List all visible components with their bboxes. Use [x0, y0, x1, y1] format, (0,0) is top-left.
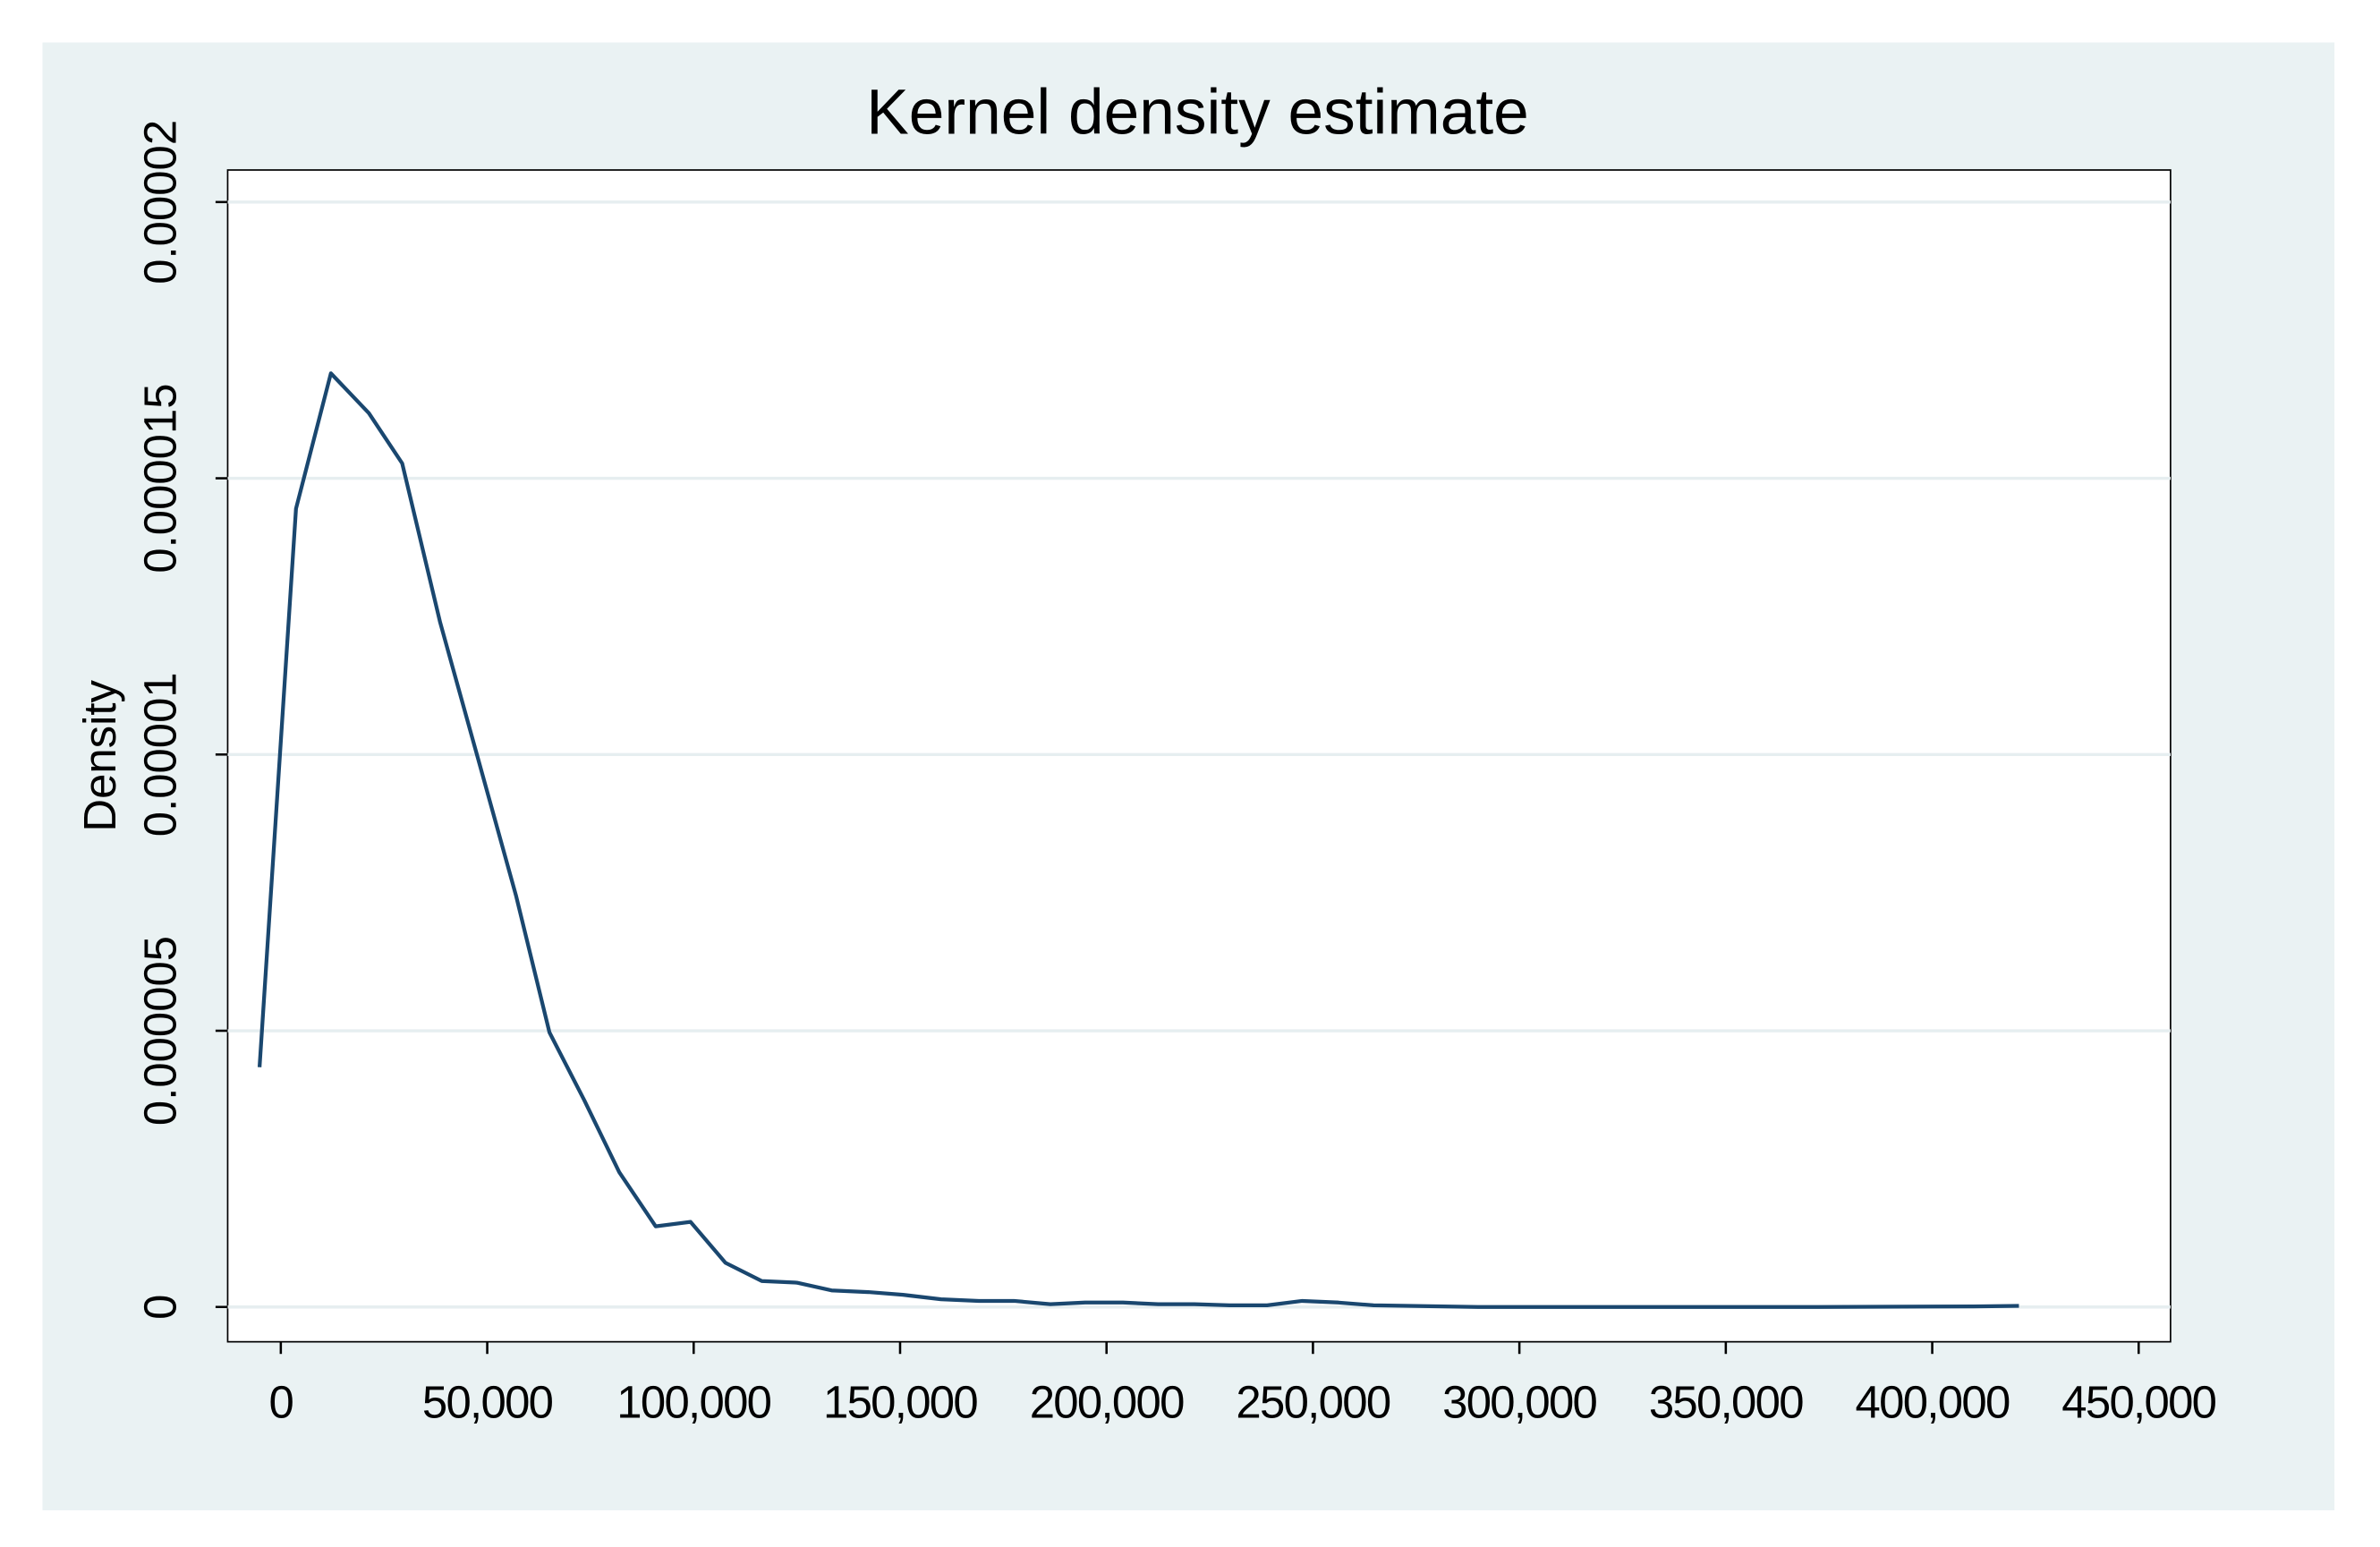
y-tick-label: 0.00001	[135, 672, 186, 837]
y-tick-label: 0.000015	[135, 383, 186, 573]
x-tick-label: 250,000	[1236, 1376, 1390, 1427]
x-tick-label: 400,000	[1856, 1376, 2010, 1427]
x-tick-label: 50,000	[422, 1376, 553, 1427]
x-tick-label: 0	[269, 1376, 293, 1427]
y-tick-label: 0.00002	[135, 120, 186, 285]
y-tick-label: 0	[135, 1295, 186, 1320]
y-axis-label: Density	[74, 679, 125, 831]
x-tick-label: 350,000	[1649, 1376, 1803, 1427]
x-tick-label: 200,000	[1030, 1376, 1184, 1427]
x-tick-label: 100,000	[616, 1376, 770, 1427]
x-tick-label: 300,000	[1442, 1376, 1596, 1427]
density-line	[257, 371, 2019, 1309]
x-tick-label: 450,000	[2061, 1376, 2215, 1427]
y-tick-label: 0.000005	[135, 936, 186, 1126]
x-tick-label: 150,000	[823, 1376, 977, 1427]
chart-title: Kernel density estimate	[866, 76, 1529, 148]
